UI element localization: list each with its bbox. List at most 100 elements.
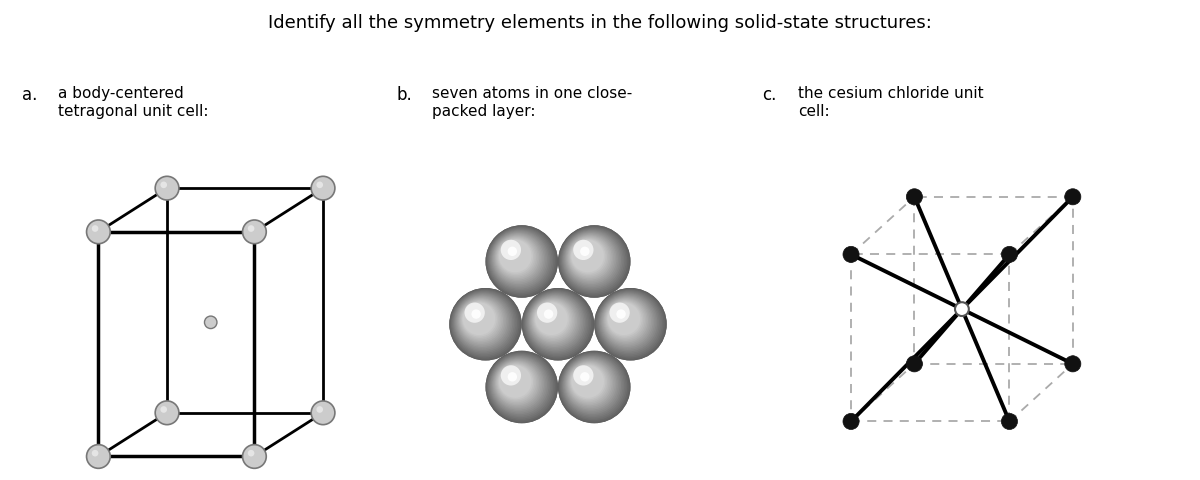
Circle shape (494, 235, 541, 281)
Circle shape (317, 406, 323, 413)
Circle shape (607, 302, 641, 335)
Circle shape (568, 236, 612, 280)
Circle shape (508, 247, 517, 256)
Circle shape (569, 363, 608, 402)
Circle shape (527, 294, 583, 350)
Circle shape (606, 301, 643, 338)
Circle shape (607, 301, 642, 336)
Circle shape (490, 229, 551, 290)
Circle shape (247, 450, 254, 456)
Circle shape (91, 225, 98, 232)
Circle shape (532, 298, 576, 343)
Circle shape (526, 292, 587, 353)
Circle shape (204, 316, 217, 328)
Circle shape (472, 310, 481, 319)
Circle shape (524, 291, 588, 355)
Text: seven atoms in one close-
packed layer:: seven atoms in one close- packed layer: (432, 86, 632, 119)
Circle shape (494, 236, 539, 280)
Circle shape (497, 237, 536, 277)
Circle shape (594, 288, 667, 360)
Circle shape (247, 225, 254, 232)
Text: a.: a. (22, 86, 37, 105)
Circle shape (452, 291, 516, 355)
Circle shape (544, 310, 553, 319)
Circle shape (605, 299, 647, 341)
Circle shape (492, 358, 546, 411)
Circle shape (842, 246, 859, 263)
Circle shape (598, 292, 659, 353)
Text: a body-centered
tetragonal unit cell:: a body-centered tetragonal unit cell: (58, 86, 208, 119)
Circle shape (571, 240, 604, 272)
Circle shape (456, 295, 509, 348)
Circle shape (86, 220, 110, 244)
Circle shape (610, 302, 630, 323)
Circle shape (161, 181, 167, 188)
Circle shape (600, 295, 654, 348)
Circle shape (564, 231, 619, 287)
Text: c.: c. (762, 86, 776, 105)
Circle shape (522, 288, 594, 360)
Circle shape (534, 301, 569, 336)
Circle shape (493, 233, 544, 284)
Circle shape (486, 225, 558, 298)
Circle shape (906, 356, 923, 372)
Circle shape (535, 302, 568, 335)
Circle shape (598, 291, 660, 355)
Circle shape (532, 299, 574, 341)
Circle shape (955, 302, 968, 316)
Circle shape (487, 227, 554, 295)
Text: b.: b. (396, 86, 412, 105)
Circle shape (602, 297, 652, 346)
Circle shape (155, 176, 179, 200)
Circle shape (493, 360, 542, 408)
Circle shape (498, 364, 533, 399)
Circle shape (497, 363, 536, 402)
Circle shape (242, 444, 266, 468)
Circle shape (595, 289, 665, 359)
Circle shape (559, 352, 629, 422)
Circle shape (566, 234, 614, 283)
Circle shape (491, 231, 547, 287)
Circle shape (451, 290, 517, 356)
Circle shape (534, 301, 571, 338)
Circle shape (242, 220, 266, 244)
Text: the cesium chloride unit
cell:: the cesium chloride unit cell: (798, 86, 984, 119)
Circle shape (449, 288, 522, 360)
Circle shape (488, 353, 553, 419)
Circle shape (451, 290, 518, 358)
Circle shape (906, 189, 923, 205)
Circle shape (488, 354, 552, 417)
Circle shape (562, 228, 624, 292)
Circle shape (564, 358, 618, 411)
Circle shape (558, 351, 630, 423)
Circle shape (1001, 246, 1018, 263)
Circle shape (460, 299, 502, 341)
Circle shape (566, 360, 613, 407)
Circle shape (463, 302, 496, 335)
Circle shape (494, 361, 539, 405)
Circle shape (600, 294, 656, 350)
Circle shape (564, 232, 618, 286)
Circle shape (1064, 189, 1081, 205)
Circle shape (565, 359, 617, 410)
Circle shape (497, 238, 535, 276)
Circle shape (1001, 413, 1018, 430)
Circle shape (558, 351, 630, 423)
Circle shape (457, 297, 506, 346)
Circle shape (596, 290, 664, 358)
Circle shape (508, 372, 517, 382)
Circle shape (458, 298, 503, 343)
Circle shape (155, 401, 179, 425)
Circle shape (558, 225, 630, 298)
Circle shape (488, 228, 552, 292)
Circle shape (580, 247, 589, 256)
Circle shape (493, 234, 542, 283)
Circle shape (562, 354, 624, 417)
Circle shape (311, 401, 335, 425)
Circle shape (558, 225, 630, 298)
Circle shape (455, 294, 511, 350)
Circle shape (565, 233, 617, 284)
Circle shape (530, 298, 577, 344)
Circle shape (574, 365, 594, 385)
Circle shape (500, 240, 521, 260)
